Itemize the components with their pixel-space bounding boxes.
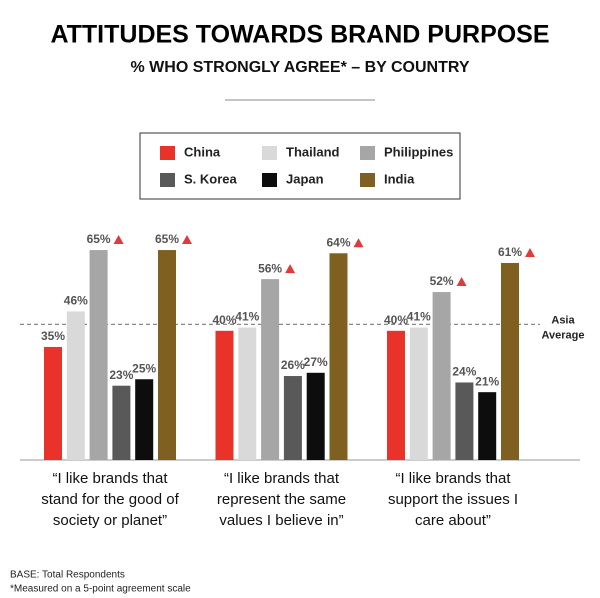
- value-label: 26%: [281, 358, 305, 372]
- legend-swatch: [160, 146, 175, 160]
- significance-marker: [285, 264, 296, 274]
- legend-label: Philippines: [384, 144, 453, 159]
- significance-marker: [182, 235, 192, 245]
- bar: [89, 250, 108, 460]
- value-label: 25%: [132, 361, 156, 375]
- category-label: “I like brands that stand for the good of…: [41, 470, 179, 529]
- bar: [135, 379, 154, 460]
- value-label: 61%: [498, 245, 522, 259]
- value-label: 52%: [430, 274, 454, 288]
- bar: [283, 376, 302, 460]
- legend-label: Thailand: [286, 144, 340, 159]
- bar: [478, 392, 497, 460]
- value-label: 65%: [155, 232, 179, 246]
- legend-label: India: [384, 171, 415, 186]
- footnote: *Measured on a 5-point agreement scale: [10, 584, 191, 595]
- significance-marker: [353, 238, 364, 248]
- significance-marker: [525, 247, 535, 257]
- bar: [215, 330, 234, 460]
- bar: [306, 372, 325, 460]
- bar: [66, 311, 85, 460]
- significance-marker: [456, 277, 467, 287]
- value-label: 41%: [235, 310, 259, 324]
- chart-title: ATTITUDES TOWARDS BRAND PURPOSE: [50, 21, 549, 49]
- value-label: 35%: [41, 329, 65, 343]
- value-label: 21%: [475, 374, 499, 388]
- legend-swatch: [160, 173, 175, 187]
- legend-label: Japan: [286, 171, 324, 186]
- bar: [112, 385, 131, 460]
- significance-marker: [113, 235, 124, 245]
- bar: [387, 330, 405, 460]
- legend-label: S. Korea: [184, 171, 238, 186]
- legend-box: [139, 132, 461, 200]
- bar: [261, 279, 280, 460]
- value-label: 46%: [64, 294, 88, 308]
- legend-swatch: [360, 146, 375, 160]
- bar: [501, 262, 519, 460]
- value-label: 56%: [258, 261, 282, 275]
- bar: [409, 327, 428, 460]
- legend-swatch: [262, 173, 277, 187]
- reference-label: Asia Average: [541, 314, 584, 341]
- value-label: 27%: [304, 355, 328, 369]
- legend-swatch: [360, 173, 375, 187]
- chart-subtitle: % WHO STRONGLY AGREE* – BY COUNTRY: [130, 59, 469, 76]
- bar: [329, 253, 348, 460]
- bar: [238, 327, 257, 460]
- value-label: 23%: [109, 368, 133, 382]
- value-label: 40%: [212, 313, 236, 327]
- footnote: BASE: Total Respondents: [10, 570, 125, 581]
- bar: [455, 382, 474, 460]
- value-label: 65%: [87, 232, 111, 246]
- value-label: 41%: [407, 310, 431, 324]
- legend-label: China: [184, 144, 221, 159]
- bar: [44, 346, 62, 460]
- category-label: “I like brands that represent the same val…: [217, 470, 346, 529]
- value-label: 24%: [452, 365, 476, 379]
- bar: [158, 250, 176, 460]
- value-label: 40%: [384, 313, 408, 327]
- bar: [432, 292, 451, 460]
- value-label: 64%: [326, 235, 350, 249]
- legend-swatch: [262, 146, 277, 160]
